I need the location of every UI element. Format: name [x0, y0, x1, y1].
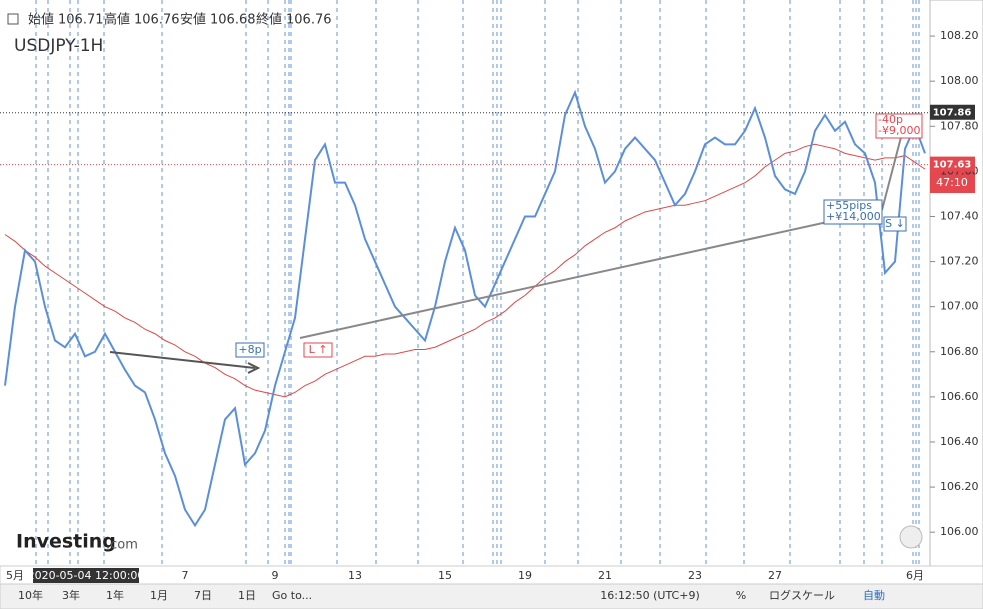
y-tick-label: 106.80	[940, 345, 979, 358]
ohlc-value: 106.71	[58, 13, 104, 28]
price-axis	[929, 0, 983, 567]
ohlc-label: 高値	[104, 12, 130, 28]
annotation: +8p	[238, 343, 261, 356]
trade-line	[109, 351, 256, 369]
logo: Investing	[16, 531, 116, 553]
scroll-button[interactable]	[899, 525, 923, 549]
price-box	[930, 104, 975, 120]
x-tick-label: 5月	[6, 569, 24, 582]
annotation-box	[875, 113, 923, 139]
ohlc-value: 106.76	[134, 13, 180, 28]
collapse-icon[interactable]	[7, 13, 19, 25]
x-tick-label: 6月	[906, 569, 924, 582]
ohlc-label: 安値	[180, 12, 206, 28]
annotation: -40p	[878, 113, 903, 126]
annotation-box	[235, 342, 265, 358]
annotation: S ↓	[885, 217, 905, 230]
toolbar-button[interactable]: 自動	[863, 588, 885, 602]
y-tick-label: 107.80	[940, 119, 979, 132]
x-tick-label: 21	[598, 569, 612, 582]
crosshair-date: 2020-05-04 12:00:00	[28, 569, 145, 582]
toolbar-button[interactable]: 1年	[106, 588, 124, 602]
y-tick-label: 107.00	[940, 300, 979, 313]
annotation-box	[303, 342, 333, 358]
x-tick-label: 23	[688, 569, 702, 582]
ohlc-label: 始値	[28, 12, 54, 28]
annotation: -¥9,000	[878, 124, 920, 137]
price-label: 107.86	[933, 108, 972, 119]
toolbar-button[interactable]: 1日	[238, 589, 256, 602]
y-tick-label: 108.00	[940, 74, 979, 87]
annotation-box	[883, 216, 907, 232]
clock: 16:12:50 (UTC+9)	[600, 589, 700, 602]
annotation: +55pips	[826, 199, 872, 212]
toolbar-button[interactable]: 3年	[62, 588, 80, 602]
toolbar-button[interactable]: 1月	[150, 589, 168, 602]
trade-line	[299, 209, 883, 339]
symbol: USDJPY-1H	[14, 36, 103, 56]
ohlc-value: 106.68	[210, 13, 256, 28]
y-tick-label: 107.40	[940, 209, 979, 222]
y-tick-label: 106.00	[940, 525, 979, 538]
toolbar-button[interactable]: %	[736, 589, 746, 602]
price-box	[930, 171, 975, 193]
price-box	[930, 156, 975, 172]
arrow-head	[247, 362, 261, 374]
y-tick-label: 107.20	[940, 255, 979, 268]
toolbar	[0, 583, 983, 609]
price-label: 107.63	[933, 160, 972, 171]
y-tick-label: 106.60	[940, 390, 979, 403]
toolbar-button[interactable]: 7日	[194, 589, 212, 602]
y-tick-label: 108.20	[940, 29, 979, 42]
ohlc-value: 106.76	[286, 13, 332, 28]
x-tick-label: 19	[518, 569, 532, 582]
date-axis	[0, 565, 983, 585]
x-tick-label: 9	[272, 569, 279, 582]
x-tick-label: 15	[438, 569, 452, 582]
ohlc-label: 終値	[256, 12, 282, 28]
annotation-box	[823, 199, 883, 225]
logo-suffix: .com	[106, 538, 138, 553]
toolbar-button[interactable]: Go to...	[272, 589, 312, 602]
toolbar-button[interactable]: ログスケール	[769, 588, 835, 602]
x-tick-label: 27	[768, 569, 782, 582]
countdown: 47:10	[936, 176, 968, 189]
x-tick-label: 7	[182, 569, 189, 582]
annotation: +¥14,000	[826, 210, 881, 223]
toolbar-button[interactable]: 10年	[18, 588, 43, 602]
y-tick-label: 106.40	[940, 435, 979, 448]
y-tick-label: 106.20	[940, 480, 979, 493]
annotation: L ↑	[309, 343, 328, 356]
crosshair-date-box	[33, 568, 139, 583]
x-tick-label: 13	[348, 569, 362, 582]
series-line	[4, 89, 926, 528]
